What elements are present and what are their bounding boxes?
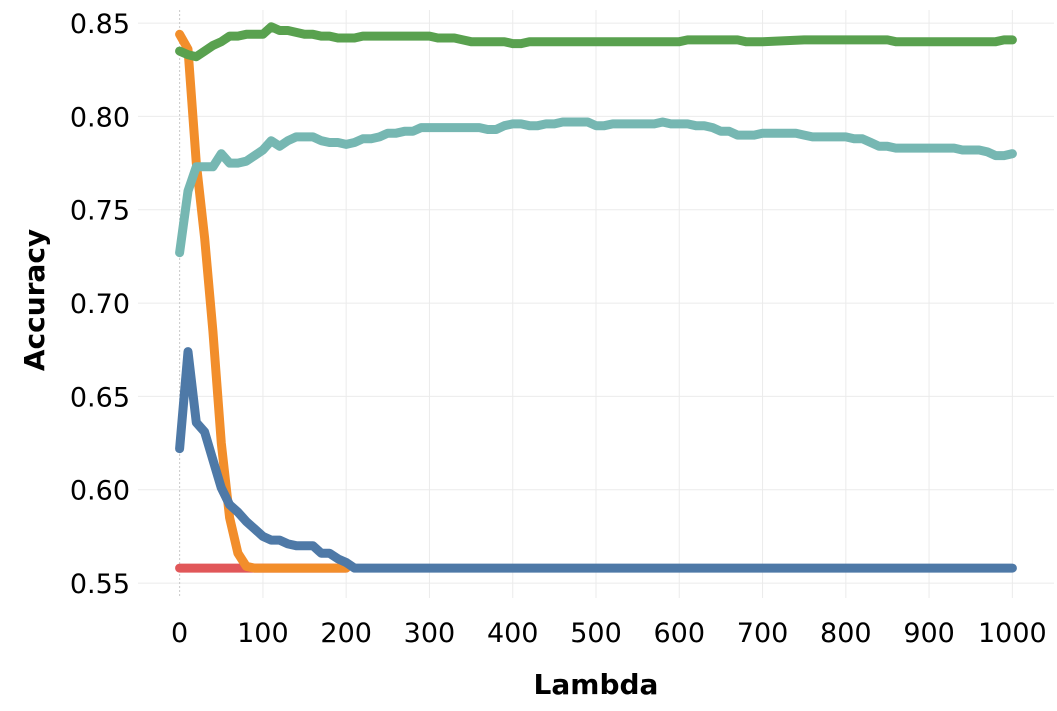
- x-tick-label: 200: [320, 618, 372, 649]
- y-tick-label: 0.80: [70, 102, 130, 133]
- x-axis-title: Lambda: [534, 668, 659, 701]
- series-line-3: [175, 347, 1017, 573]
- x-axis-ticks: 0 100 200 300 400 500 600 700 800 900 1000: [171, 618, 1047, 649]
- series-lines: [175, 22, 1017, 573]
- y-tick-label: 0.75: [70, 196, 130, 227]
- y-tick-label: 0.70: [70, 289, 130, 320]
- x-tick-label: 600: [653, 618, 705, 649]
- y-tick-label: 0.55: [70, 569, 130, 600]
- x-tick-label: 0: [171, 618, 188, 649]
- y-tick-label: 0.65: [70, 382, 130, 413]
- y-tick-label: 0.85: [70, 9, 130, 40]
- series-line-5: [175, 22, 1017, 62]
- x-tick-label: 400: [487, 618, 539, 649]
- x-tick-label: 900: [903, 618, 955, 649]
- x-tick-label: 300: [404, 618, 456, 649]
- x-tick-label: 1000: [978, 618, 1047, 649]
- y-axis-title: Accuracy: [18, 229, 51, 371]
- y-tick-label: 0.60: [70, 476, 130, 507]
- x-tick-label: 700: [737, 618, 789, 649]
- x-tick-label: 500: [570, 618, 622, 649]
- y-axis-ticks: 0.55 0.60 0.65 0.70 0.75 0.80 0.85: [70, 9, 130, 600]
- grid-lines: [138, 10, 1054, 598]
- series-line-4: [175, 117, 1017, 258]
- x-tick-label: 800: [820, 618, 872, 649]
- x-tick-label: 100: [237, 618, 289, 649]
